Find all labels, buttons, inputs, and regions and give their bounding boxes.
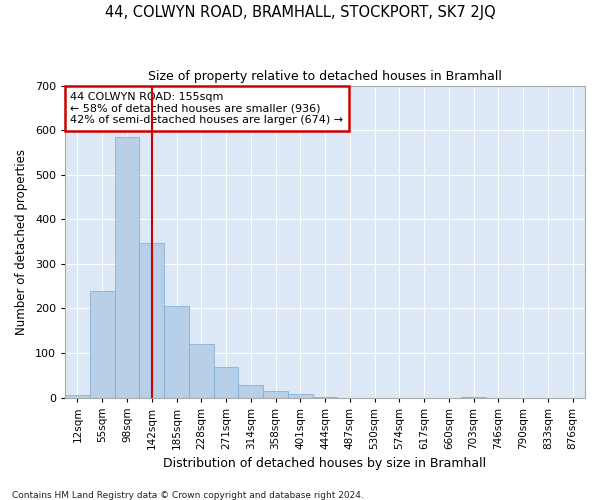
- Bar: [164, 306, 189, 398]
- Bar: [189, 344, 214, 398]
- Y-axis label: Number of detached properties: Number of detached properties: [15, 148, 28, 334]
- Bar: [115, 137, 139, 398]
- Bar: [65, 396, 90, 398]
- Bar: [461, 396, 486, 398]
- Title: Size of property relative to detached houses in Bramhall: Size of property relative to detached ho…: [148, 70, 502, 83]
- Bar: [214, 367, 238, 398]
- Bar: [139, 243, 164, 398]
- Bar: [313, 396, 337, 398]
- Bar: [238, 386, 263, 398]
- X-axis label: Distribution of detached houses by size in Bramhall: Distribution of detached houses by size …: [163, 457, 487, 470]
- Text: Contains HM Land Registry data © Crown copyright and database right 2024.: Contains HM Land Registry data © Crown c…: [12, 490, 364, 500]
- Bar: [90, 292, 115, 398]
- Bar: [288, 394, 313, 398]
- Text: 44 COLWYN ROAD: 155sqm
← 58% of detached houses are smaller (936)
42% of semi-de: 44 COLWYN ROAD: 155sqm ← 58% of detached…: [70, 92, 343, 125]
- Text: 44, COLWYN ROAD, BRAMHALL, STOCKPORT, SK7 2JQ: 44, COLWYN ROAD, BRAMHALL, STOCKPORT, SK…: [104, 5, 496, 20]
- Bar: [263, 391, 288, 398]
